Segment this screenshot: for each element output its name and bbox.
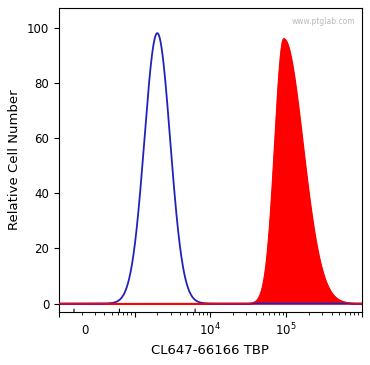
- Text: www.ptglab.com: www.ptglab.com: [292, 18, 356, 26]
- Text: 0: 0: [82, 324, 89, 337]
- X-axis label: CL647-66166 TBP: CL647-66166 TBP: [151, 344, 269, 357]
- Y-axis label: Relative Cell Number: Relative Cell Number: [9, 90, 21, 230]
